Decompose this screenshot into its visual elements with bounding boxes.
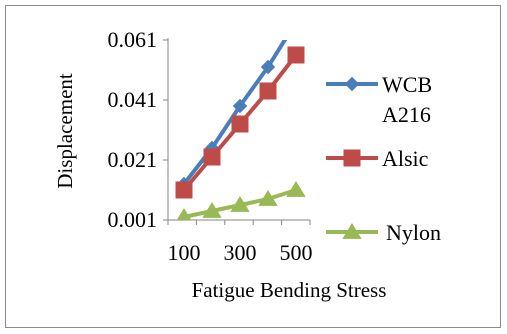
data-point <box>232 98 248 114</box>
axes <box>163 38 311 225</box>
y-axis-title: Displacement <box>53 73 77 189</box>
data-point <box>231 115 249 133</box>
x-tick-label: 300 <box>224 240 257 265</box>
legend: WCB A216 Alsic Nylon <box>326 72 441 245</box>
x-tick-label: 500 <box>280 240 313 265</box>
data-point <box>202 202 222 218</box>
y-tick-label: 0.001 <box>108 207 158 232</box>
data-point <box>259 82 277 100</box>
data-point <box>203 148 221 166</box>
tick-labels: 0.001 0.021 0.041 0.061 100 300 500 <box>108 27 313 265</box>
chart-frame: 0.001 0.021 0.041 0.061 100 300 500 WCB A216 Als… <box>5 5 501 328</box>
data-point <box>176 208 192 220</box>
x-tick-label: 100 <box>168 240 201 265</box>
legend-marker <box>344 76 360 92</box>
data-point <box>230 196 250 212</box>
legend-label: A216 <box>382 102 431 127</box>
legend-item-wcb-a216: WCB A216 <box>326 72 432 127</box>
data-point <box>286 181 306 197</box>
y-tick-label: 0.021 <box>108 147 158 172</box>
series-layer <box>175 16 306 220</box>
series-alsic <box>175 46 305 199</box>
legend-marker <box>342 223 362 239</box>
legend-label: Nylon <box>386 220 441 245</box>
series-wcb-a216 <box>176 16 303 192</box>
legend-marker <box>343 149 361 167</box>
legend-item-nylon: Nylon <box>326 220 441 245</box>
y-tick-label: 0.061 <box>108 27 158 52</box>
x-axis-title: Fatigue Bending Stress <box>192 278 387 302</box>
series-nylon <box>176 181 306 220</box>
data-point <box>258 190 278 206</box>
data-point <box>290 16 303 29</box>
y-tick-label: 0.041 <box>108 87 158 112</box>
legend-label: WCB <box>382 72 432 97</box>
data-point <box>287 46 305 64</box>
legend-label: Alsic <box>382 146 429 171</box>
legend-item-alsic: Alsic <box>326 146 429 171</box>
data-point <box>260 59 276 75</box>
data-point <box>175 181 193 199</box>
line-chart: 0.001 0.021 0.041 0.061 100 300 500 WCB A216 Als… <box>53 16 441 302</box>
